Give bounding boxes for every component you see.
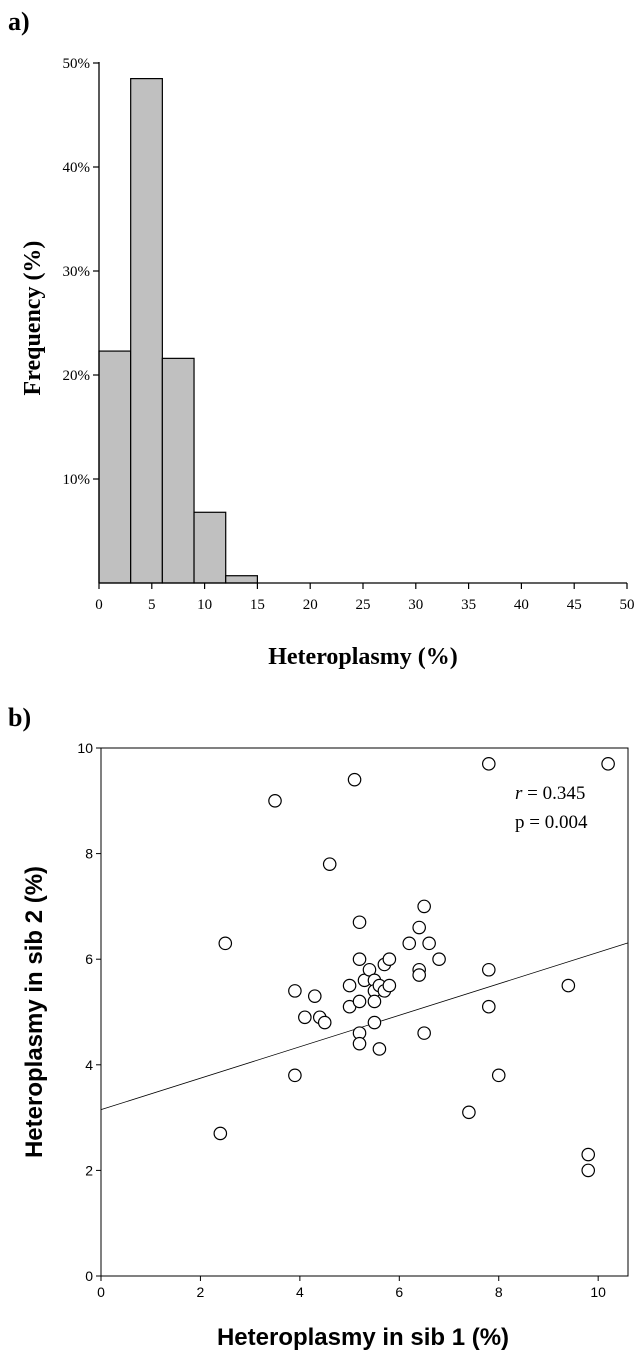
scatter-y-tick-label: 2 [85, 1162, 93, 1178]
scatter-x-axis-title: Heteroplasmy in sib 1 (%) [217, 1324, 509, 1351]
scatter-point [322, 857, 337, 871]
scatter-point [352, 1036, 367, 1051]
histogram-x-tick-label: 30 [408, 597, 423, 613]
histogram-x-tick-label: 40 [514, 597, 529, 613]
scatter-point [213, 1126, 228, 1141]
scatter-x-tick-label: 4 [296, 1284, 304, 1300]
scatter-points [213, 757, 615, 1178]
scatter-point [317, 1015, 332, 1030]
correlation-annotation: r = 0.345 [515, 783, 585, 804]
scatter-panel: b) 0 2 4 6 8 10 0 2 4 6 8 10 r = 0.345 p = 0.004 H… [8, 703, 629, 1351]
scatter-point [581, 1163, 596, 1178]
histogram-bar [130, 77, 163, 584]
scatter-point [298, 1010, 312, 1025]
p-value-annotation: p = 0.004 [515, 812, 588, 833]
r-symbol: r [515, 783, 523, 804]
scatter-point [288, 1068, 302, 1083]
panel-label-b: b) [8, 703, 31, 732]
scatter-point [417, 899, 431, 914]
scatter-point [601, 757, 615, 771]
scatter-point [417, 1026, 431, 1040]
histogram-x-tick-label: 5 [148, 597, 156, 613]
scatter-y-tick-label: 8 [85, 846, 93, 862]
scatter-point [307, 989, 322, 1003]
scatter-point [367, 994, 382, 1009]
scatter-x-tick-label: 2 [197, 1284, 205, 1300]
scatter-x-tick-label: 6 [395, 1284, 403, 1300]
histogram-x-tick-label: 0 [95, 597, 103, 613]
histogram-x-tick-label: 15 [250, 597, 265, 613]
scatter-point [288, 984, 302, 998]
histogram-bars [98, 77, 259, 584]
histogram-y-tick-label: 30% [63, 264, 91, 280]
histogram-y-tick-label: 20% [63, 368, 91, 384]
scatter-point [412, 920, 426, 935]
scatter-point [367, 1015, 382, 1030]
scatter-point [347, 772, 362, 787]
scatter-point [462, 1105, 476, 1120]
scatter-point [412, 968, 426, 982]
scatter-x-tick-label: 0 [97, 1284, 105, 1300]
scatter-x-ticks: 0 2 4 6 8 10 [97, 1276, 606, 1300]
scatter-point [481, 962, 496, 977]
scatter-point [352, 952, 367, 966]
histogram-bar [225, 575, 259, 584]
scatter-point [481, 999, 496, 1014]
scatter-plot-frame [100, 747, 629, 1277]
scatter-y-axis-title: Heteroplasmy in sib 2 (%) [21, 866, 48, 1158]
histogram-panel: a) 0 5 10 15 20 25 30 35 40 45 50 10%20%30%40%50% … [8, 7, 635, 670]
scatter-y-tick-label: 10 [77, 740, 93, 756]
scatter-point [581, 1147, 596, 1162]
scatter-point [382, 978, 397, 993]
scatter-point [422, 936, 436, 951]
histogram-bar [193, 511, 227, 584]
scatter-point [402, 936, 417, 951]
histogram-x-tick-label: 45 [567, 597, 582, 613]
scatter-x-tick-label: 10 [590, 1284, 606, 1300]
scatter-point [481, 757, 496, 771]
histogram-bar [161, 357, 195, 584]
histogram-x-tick-label: 20 [303, 597, 318, 613]
scatter-point [352, 915, 367, 930]
histogram-y-tick-label: 50% [63, 56, 91, 72]
scatter-point [218, 936, 233, 951]
scatter-point [372, 1042, 387, 1056]
histogram-x-tick-label: 50 [620, 597, 635, 613]
scatter-y-ticks: 0 2 4 6 8 10 [77, 740, 101, 1284]
scatter-y-tick-label: 0 [85, 1268, 93, 1284]
scatter-point [268, 793, 282, 808]
histogram-x-ticks: 0 5 10 15 20 25 30 35 40 45 50 [95, 583, 635, 613]
histogram-x-tick-label: 10 [197, 597, 212, 613]
panel-label-a: a) [8, 7, 30, 36]
scatter-point [342, 978, 357, 993]
histogram-x-tick-label: 35 [461, 597, 476, 613]
scatter-point [561, 978, 576, 993]
histogram-y-tick-label: 40% [63, 160, 91, 176]
r-value: = 0.345 [522, 783, 585, 804]
histogram-bar [98, 350, 132, 584]
regression-line [100, 942, 629, 1111]
scatter-point [352, 994, 367, 1009]
histogram-y-tick-label: 10% [63, 472, 91, 488]
scatter-point [432, 952, 446, 966]
histogram-x-tick-label: 25 [356, 597, 371, 613]
histogram-y-ticks: 10% 20% 30% 40% 50% [63, 56, 99, 488]
scatter-x-tick-label: 8 [495, 1284, 503, 1300]
histogram-x-axis-title: Heteroplasmy (%) [268, 644, 458, 670]
histogram-y-axis-title: Frequency (%) [20, 241, 46, 396]
scatter-point [382, 952, 397, 966]
scatter-point [491, 1068, 506, 1083]
scatter-y-tick-label: 6 [85, 951, 93, 967]
scatter-y-tick-label: 4 [85, 1057, 93, 1073]
